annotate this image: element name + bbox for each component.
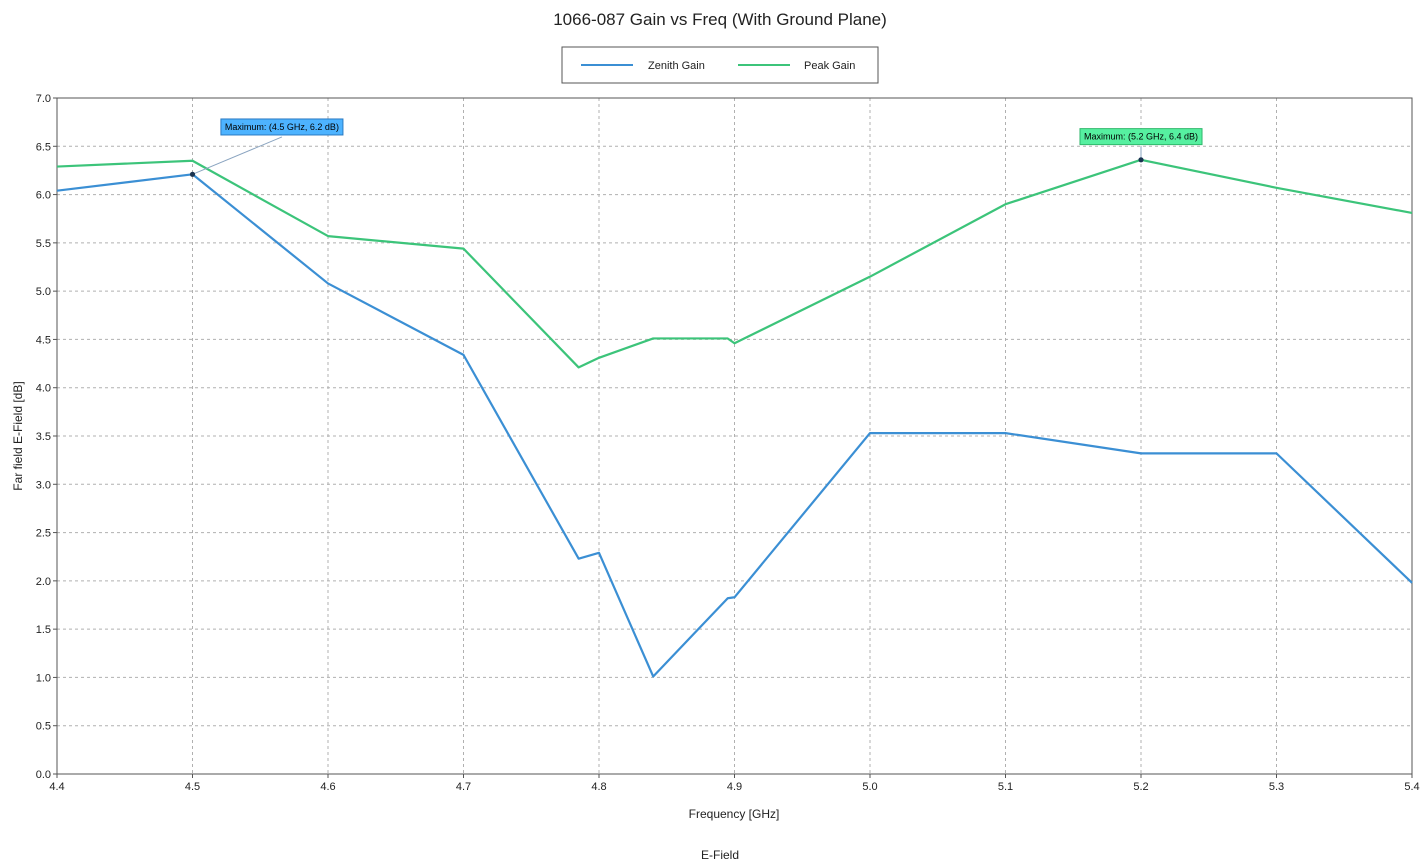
legend-label-peak-gain: Peak Gain bbox=[804, 60, 855, 72]
y-tick-label: 1.5 bbox=[36, 624, 51, 636]
annotation-box bbox=[1079, 128, 1203, 146]
y-tick-label: 0.0 bbox=[36, 769, 51, 781]
chart-title: 1066-087 Gain vs Freq (With Ground Plane… bbox=[553, 10, 887, 29]
y-tick-label: 0.5 bbox=[36, 721, 51, 733]
y-tick-label: 6.0 bbox=[36, 190, 51, 202]
y-tick-label: 6.5 bbox=[36, 141, 51, 153]
x-tick-label: 5.3 bbox=[1269, 781, 1284, 793]
y-axis-label: Far field E-Field [dB] bbox=[11, 381, 25, 490]
annotation-layer: Maximum: (4.5 GHz, 6.2 dB) Maximum: (5.2 … bbox=[189, 118, 1203, 177]
y-axis: 0.0 0.5 1.0 1.5 2.0 2.5 3.0 3.5 4.0 4.5 5.0 5.5 6.0 6… bbox=[36, 93, 57, 781]
y-tick-label: 7.0 bbox=[36, 93, 51, 105]
y-tick-label: 5.5 bbox=[36, 238, 51, 250]
y-tick-label: 5.0 bbox=[36, 286, 51, 298]
annotation-marker bbox=[189, 171, 196, 177]
x-tick-label: 4.6 bbox=[320, 781, 335, 793]
x-tick-label: 5.2 bbox=[1133, 781, 1148, 793]
legend-label-zenith-gain: Zenith Gain bbox=[648, 60, 705, 72]
x-axis: 4.4 4.5 4.6 4.7 4.8 4.9 5.0 5.1 5.2 5.3 5.4 bbox=[49, 774, 1420, 793]
max-annotation-1: Maximum: (4.5 GHz, 6.2 dB) bbox=[189, 118, 344, 177]
x-tick-label: 4.7 bbox=[456, 781, 471, 793]
x-tick-label: 4.9 bbox=[727, 781, 742, 793]
y-tick-label: 1.0 bbox=[36, 672, 51, 684]
x-tick-label: 4.5 bbox=[185, 781, 200, 793]
series-line-zenith-gain bbox=[56, 173, 1413, 678]
x-tick-label: 5.1 bbox=[998, 781, 1013, 793]
annotation-leader-line bbox=[192, 136, 283, 175]
annotation-label: Maximum: (4.5 GHz, 6.2 dB) bbox=[225, 122, 339, 132]
x-tick-label: 5.4 bbox=[1404, 781, 1419, 793]
y-tick-label: 3.0 bbox=[36, 479, 51, 491]
legend: Zenith Gain Peak Gain bbox=[561, 46, 879, 84]
series-line-peak-gain bbox=[56, 158, 1413, 369]
annotation-label: Maximum: (5.2 GHz, 6.4 dB) bbox=[1084, 132, 1198, 142]
series-layer bbox=[56, 158, 1413, 678]
x-axis-label: Frequency [GHz] bbox=[689, 807, 780, 821]
grid bbox=[57, 98, 1412, 774]
x-tick-label: 4.4 bbox=[49, 781, 64, 793]
x-tick-label: 4.8 bbox=[591, 781, 606, 793]
y-tick-label: 4.5 bbox=[36, 334, 51, 346]
annotation-box bbox=[220, 118, 344, 136]
x-tick-label: 5.0 bbox=[862, 781, 877, 793]
y-tick-label: 2.0 bbox=[36, 576, 51, 588]
y-tick-label: 3.5 bbox=[36, 431, 51, 443]
max-annotation-2: Maximum: (5.2 GHz, 6.4 dB) bbox=[1079, 128, 1203, 163]
footer-label: E-Field bbox=[701, 848, 739, 862]
y-tick-label: 2.5 bbox=[36, 528, 51, 540]
y-tick-label: 4.0 bbox=[36, 383, 51, 395]
annotation-marker bbox=[1138, 157, 1144, 163]
